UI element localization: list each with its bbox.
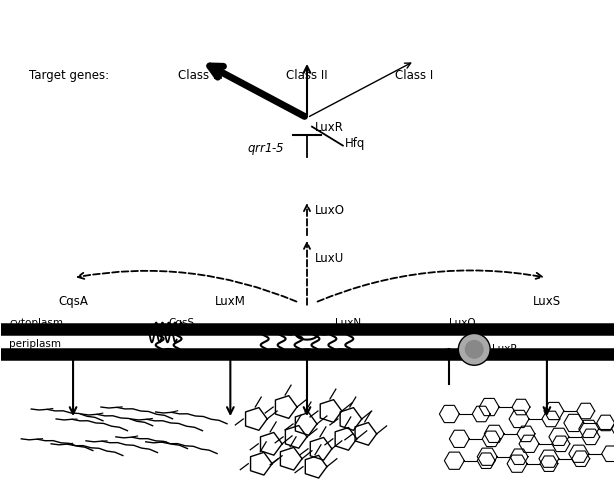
Circle shape bbox=[466, 341, 483, 358]
Text: Class III: Class III bbox=[178, 69, 223, 82]
Text: CqsS: CqsS bbox=[169, 318, 195, 327]
Text: Class II: Class II bbox=[286, 69, 328, 82]
Text: LuxR: LuxR bbox=[315, 120, 344, 134]
Text: CqsA: CqsA bbox=[58, 295, 88, 308]
Text: periplasm: periplasm bbox=[9, 339, 62, 349]
Text: LuxM: LuxM bbox=[215, 295, 246, 308]
Text: $qrr$1-5: $qrr$1-5 bbox=[247, 141, 285, 156]
Circle shape bbox=[458, 334, 490, 365]
Text: Class I: Class I bbox=[395, 69, 434, 82]
Text: cytoplasm: cytoplasm bbox=[9, 317, 63, 327]
Text: LuxU: LuxU bbox=[315, 252, 344, 265]
Text: LuxS: LuxS bbox=[533, 295, 561, 308]
Text: LuxP: LuxP bbox=[492, 344, 517, 354]
Text: Target genes:: Target genes: bbox=[29, 69, 109, 82]
Text: LuxQ: LuxQ bbox=[450, 318, 476, 327]
Text: LuxN: LuxN bbox=[335, 318, 361, 327]
Text: Hfq: Hfq bbox=[345, 137, 365, 150]
Text: LuxO: LuxO bbox=[315, 204, 345, 217]
